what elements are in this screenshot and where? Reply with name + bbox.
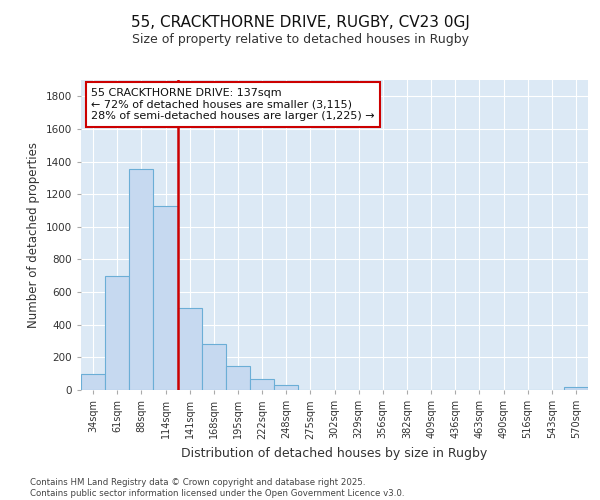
Text: Contains HM Land Registry data © Crown copyright and database right 2025.
Contai: Contains HM Land Registry data © Crown c… <box>30 478 404 498</box>
Bar <box>250 380 274 390</box>
Bar <box>564 386 588 390</box>
Bar <box>178 308 202 390</box>
Bar <box>202 344 226 390</box>
Text: 55, CRACKTHORNE DRIVE, RUGBY, CV23 0GJ: 55, CRACKTHORNE DRIVE, RUGBY, CV23 0GJ <box>131 15 469 30</box>
Bar <box>81 374 105 390</box>
Bar <box>129 169 154 390</box>
Text: 55 CRACKTHORNE DRIVE: 137sqm
← 72% of detached houses are smaller (3,115)
28% of: 55 CRACKTHORNE DRIVE: 137sqm ← 72% of de… <box>91 88 375 121</box>
Bar <box>154 206 178 390</box>
Bar <box>226 366 250 390</box>
X-axis label: Distribution of detached houses by size in Rugby: Distribution of detached houses by size … <box>181 447 488 460</box>
Bar <box>105 276 129 390</box>
Text: Size of property relative to detached houses in Rugby: Size of property relative to detached ho… <box>131 32 469 46</box>
Bar <box>274 385 298 390</box>
Y-axis label: Number of detached properties: Number of detached properties <box>27 142 40 328</box>
